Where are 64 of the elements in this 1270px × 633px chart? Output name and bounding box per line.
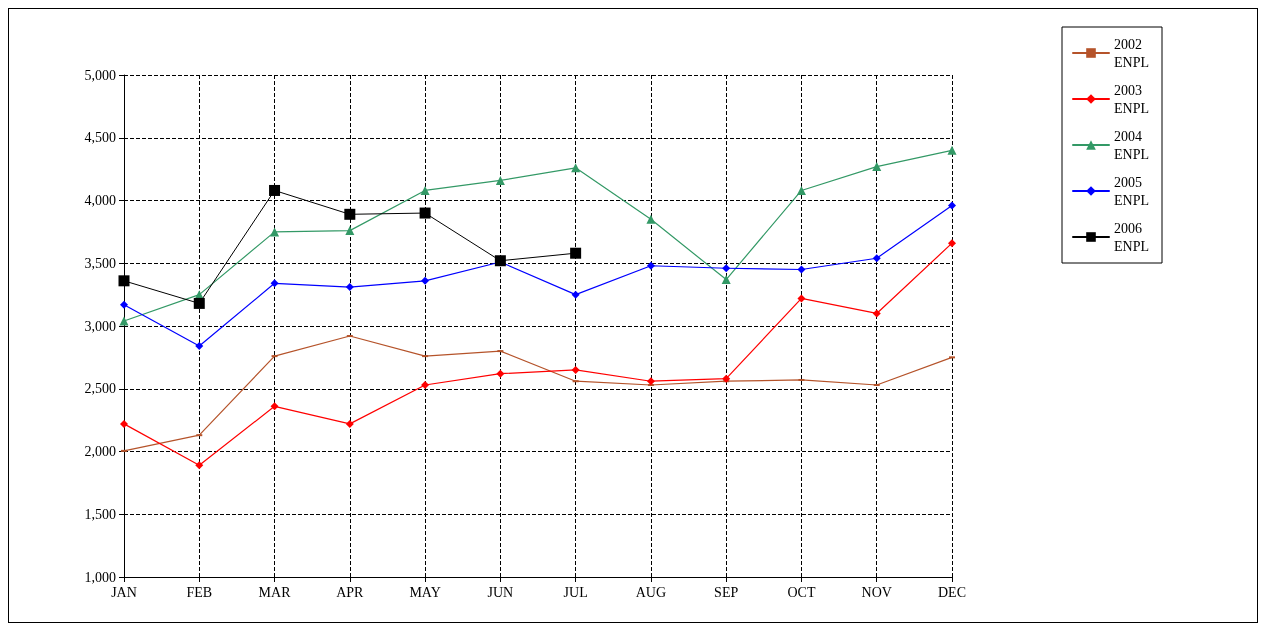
legend-label: 2002 ENPL [1114,36,1149,70]
point [646,377,655,386]
point [797,294,806,303]
point [571,365,580,374]
x-tick-label: APR [336,584,365,600]
point [722,374,731,383]
point [193,297,205,309]
point [495,175,505,185]
point [722,264,731,273]
point [721,275,731,285]
x-tick-label: MAY [409,584,441,600]
point [120,419,128,428]
y-tick-label: 2,500 [84,381,116,397]
point [345,283,354,292]
y-tick-label: 3,500 [84,255,116,271]
point [195,461,204,470]
point [345,226,355,236]
legend-label: 2003 ENPL [1114,82,1149,116]
y-tick-label: 1,500 [84,506,116,522]
point [947,145,957,155]
x-tick-label: FEB [186,584,213,600]
point [420,185,430,195]
point [118,275,130,287]
x-tick-label: JUL [563,584,588,600]
y-tick-label: 4,500 [84,130,116,146]
point [419,207,431,219]
point [796,185,806,195]
point [270,279,279,288]
y-tick-label: 5,000 [84,67,116,83]
legend-label: 2004 ENPL [1114,128,1149,162]
x-tick-label: NOV [861,584,892,600]
legend-label: 2005 ENPL [1114,174,1149,208]
point [948,201,956,210]
point [344,208,356,220]
x-tick-label: SEP [714,584,739,600]
point [646,214,656,224]
point [570,247,582,259]
point [571,290,580,299]
point [872,309,881,318]
point [421,380,430,389]
point [120,300,128,309]
x-tick-label: MAR [258,584,292,600]
point [646,261,655,270]
y-tick-label: 3,000 [84,318,116,334]
x-tick-label: JAN [111,584,137,600]
point [270,402,279,411]
point [421,276,430,285]
point [345,419,354,428]
legend-label: 2006 ENPL [1114,220,1149,254]
point [270,227,280,237]
point [797,265,806,274]
point [872,254,881,263]
y-tick-label: 1,000 [84,569,116,585]
x-tick-label: DEC [938,584,966,600]
x-tick-label: AUG [635,584,667,600]
x-tick-label: JUN [487,584,514,600]
y-tick-label: 2,000 [84,444,116,459]
point [269,184,281,196]
point [496,369,505,378]
x-tick-label: OCT [787,584,816,600]
point [195,342,204,351]
point [948,239,956,248]
point [119,316,129,326]
y-tick-label: 4,000 [84,193,116,208]
